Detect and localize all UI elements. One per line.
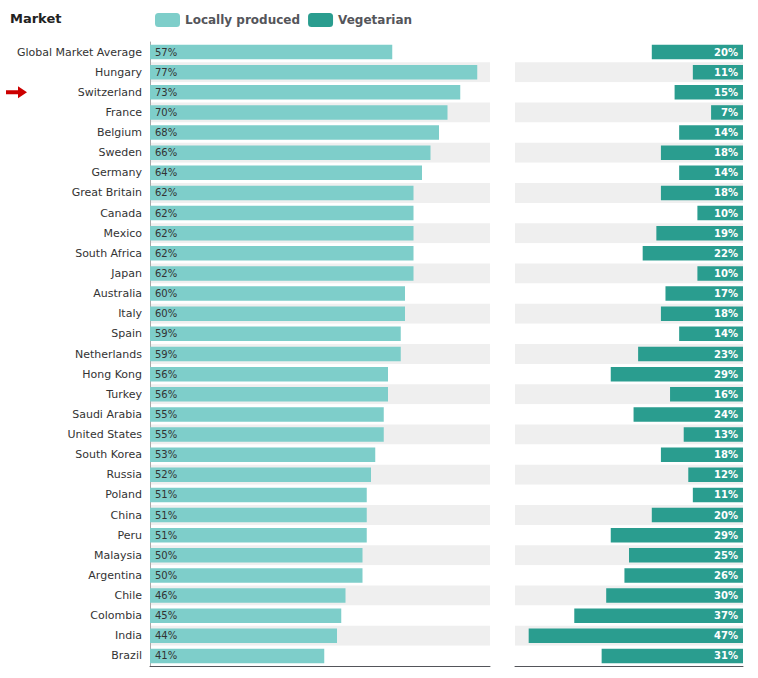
svg-text:17%: 17%	[714, 288, 738, 299]
svg-text:14%: 14%	[714, 328, 738, 339]
svg-text:55%: 55%	[155, 429, 177, 440]
svg-text:Malaysia: Malaysia	[94, 549, 142, 562]
svg-text:Netherlands: Netherlands	[75, 348, 142, 361]
svg-text:53%: 53%	[155, 449, 177, 460]
svg-text:66%: 66%	[155, 147, 177, 158]
svg-text:11%: 11%	[714, 489, 738, 500]
svg-text:45%: 45%	[155, 610, 177, 621]
svg-text:68%: 68%	[155, 127, 177, 138]
svg-text:18%: 18%	[714, 449, 738, 460]
svg-text:55%: 55%	[155, 409, 177, 420]
svg-text:64%: 64%	[155, 167, 177, 178]
svg-text:United States: United States	[68, 428, 143, 441]
svg-text:18%: 18%	[714, 187, 738, 198]
svg-text:25%: 25%	[714, 550, 738, 561]
svg-text:62%: 62%	[155, 248, 177, 259]
svg-text:56%: 56%	[155, 369, 177, 380]
svg-text:Colombia: Colombia	[90, 609, 142, 622]
svg-text:Vegetarian: Vegetarian	[338, 13, 412, 27]
svg-text:South Africa: South Africa	[75, 247, 142, 260]
svg-text:Global Market Average: Global Market Average	[17, 46, 142, 59]
svg-text:18%: 18%	[714, 147, 738, 158]
svg-text:11%: 11%	[714, 67, 738, 78]
svg-text:23%: 23%	[714, 349, 738, 360]
svg-text:Peru: Peru	[117, 529, 142, 542]
svg-text:19%: 19%	[714, 228, 738, 239]
svg-text:77%: 77%	[155, 67, 177, 78]
svg-text:Great Britain: Great Britain	[72, 186, 142, 199]
svg-text:Market: Market	[10, 11, 61, 26]
svg-text:Italy: Italy	[118, 307, 142, 320]
svg-text:Turkey: Turkey	[105, 388, 142, 401]
svg-text:73%: 73%	[155, 87, 177, 98]
svg-text:60%: 60%	[155, 288, 177, 299]
svg-text:10%: 10%	[714, 268, 738, 279]
svg-text:26%: 26%	[714, 570, 738, 581]
svg-text:16%: 16%	[714, 389, 738, 400]
svg-text:62%: 62%	[155, 208, 177, 219]
svg-text:50%: 50%	[155, 570, 177, 581]
svg-text:60%: 60%	[155, 308, 177, 319]
svg-text:31%: 31%	[714, 650, 738, 661]
svg-text:Belgium: Belgium	[97, 126, 142, 139]
svg-text:14%: 14%	[714, 167, 738, 178]
svg-text:14%: 14%	[714, 127, 738, 138]
svg-text:62%: 62%	[155, 187, 177, 198]
svg-text:Argentina: Argentina	[88, 569, 142, 582]
svg-text:37%: 37%	[714, 610, 738, 621]
svg-text:50%: 50%	[155, 550, 177, 561]
svg-text:7%: 7%	[721, 107, 738, 118]
svg-text:51%: 51%	[155, 510, 177, 521]
svg-text:Chile: Chile	[114, 589, 142, 602]
svg-text:Canada: Canada	[100, 207, 142, 220]
svg-text:22%: 22%	[714, 248, 738, 259]
svg-text:Australia: Australia	[93, 287, 142, 300]
svg-text:Locally produced: Locally produced	[185, 13, 300, 27]
svg-text:12%: 12%	[714, 469, 738, 480]
svg-text:Russia: Russia	[107, 468, 142, 481]
svg-text:59%: 59%	[155, 349, 177, 360]
svg-text:62%: 62%	[155, 268, 177, 279]
svg-text:70%: 70%	[155, 107, 177, 118]
svg-text:51%: 51%	[155, 489, 177, 500]
svg-text:47%: 47%	[714, 630, 738, 641]
svg-text:South Korea: South Korea	[75, 448, 142, 461]
svg-text:44%: 44%	[155, 630, 177, 641]
svg-text:Japan: Japan	[110, 267, 142, 280]
svg-text:France: France	[105, 106, 142, 119]
svg-text:18%: 18%	[714, 308, 738, 319]
svg-text:30%: 30%	[714, 590, 738, 601]
svg-text:52%: 52%	[155, 469, 177, 480]
svg-text:13%: 13%	[714, 429, 738, 440]
svg-text:Spain: Spain	[111, 327, 142, 340]
svg-text:India: India	[115, 629, 142, 642]
svg-text:62%: 62%	[155, 228, 177, 239]
svg-text:Mexico: Mexico	[104, 227, 143, 240]
svg-text:China: China	[111, 509, 142, 522]
svg-text:Hungary: Hungary	[95, 66, 142, 79]
svg-text:Brazil: Brazil	[111, 649, 142, 662]
svg-text:10%: 10%	[714, 208, 738, 219]
svg-text:57%: 57%	[155, 47, 177, 58]
svg-text:Sweden: Sweden	[99, 146, 142, 159]
svg-text:59%: 59%	[155, 328, 177, 339]
svg-text:51%: 51%	[155, 530, 177, 541]
svg-text:15%: 15%	[714, 87, 738, 98]
svg-text:Hong Kong: Hong Kong	[82, 368, 142, 381]
svg-text:20%: 20%	[714, 47, 738, 58]
svg-text:Saudi Arabia: Saudi Arabia	[72, 408, 142, 421]
svg-text:Switzerland: Switzerland	[78, 86, 142, 99]
svg-text:41%: 41%	[155, 650, 177, 661]
svg-text:Germany: Germany	[91, 166, 142, 179]
svg-text:56%: 56%	[155, 389, 177, 400]
svg-text:29%: 29%	[714, 530, 738, 541]
svg-text:20%: 20%	[714, 510, 738, 521]
svg-text:29%: 29%	[714, 369, 738, 380]
svg-text:46%: 46%	[155, 590, 177, 601]
svg-text:24%: 24%	[714, 409, 738, 420]
svg-text:Poland: Poland	[105, 488, 142, 501]
